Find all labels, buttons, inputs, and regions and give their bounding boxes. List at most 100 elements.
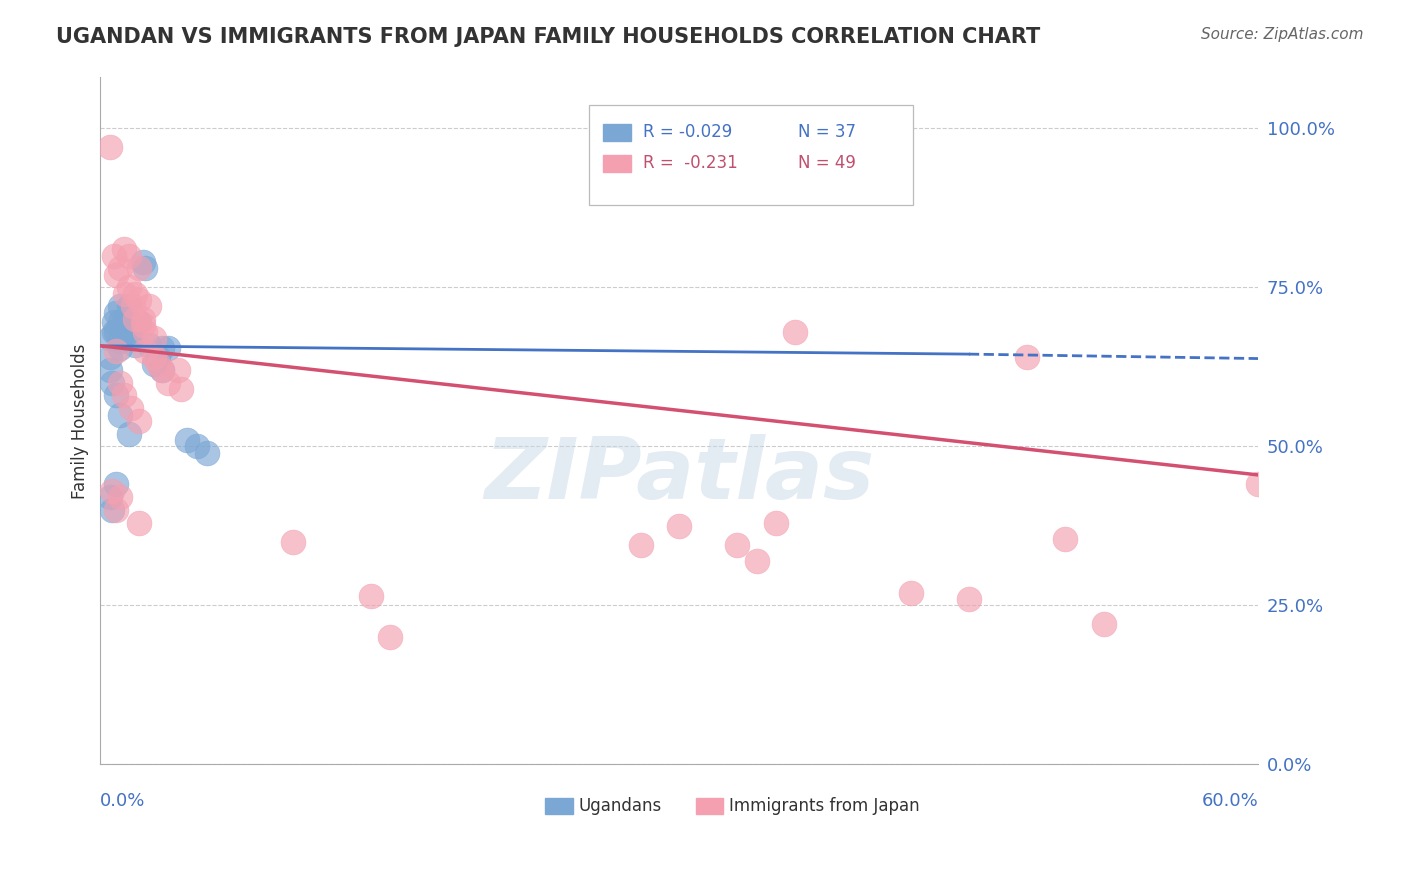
Point [143, 331, 166, 345]
Point [118, 426, 141, 441]
Point [765, 516, 787, 530]
Point [138, 337, 160, 351]
Text: Ugandans: Ugandans [579, 797, 662, 814]
Point [112, 242, 135, 256]
Point [128, 261, 150, 276]
Point [104, 268, 127, 282]
Point [108, 315, 131, 329]
Point [1092, 617, 1115, 632]
Text: ZIPatlas: ZIPatlas [484, 434, 875, 517]
Point [725, 538, 748, 552]
Point [156, 341, 179, 355]
FancyBboxPatch shape [589, 105, 914, 204]
Point [120, 401, 142, 416]
Point [108, 490, 131, 504]
Point [98, 490, 121, 504]
Point [176, 433, 198, 447]
Point [104, 325, 127, 339]
FancyBboxPatch shape [546, 798, 572, 814]
Point [122, 300, 145, 314]
Point [114, 286, 136, 301]
Point [104, 388, 127, 402]
Point [156, 376, 179, 390]
Point [120, 331, 142, 345]
Point [745, 554, 768, 568]
Point [101, 376, 124, 390]
Point [118, 318, 141, 333]
Point [900, 585, 922, 599]
Point [104, 477, 127, 491]
Point [124, 337, 146, 351]
Point [103, 325, 125, 339]
Point [118, 300, 141, 314]
Point [128, 516, 150, 530]
Point [128, 293, 150, 307]
Point [186, 439, 208, 453]
Point [170, 382, 193, 396]
Point [195, 446, 218, 460]
Point [104, 503, 127, 517]
Point [132, 255, 155, 269]
Point [132, 312, 155, 326]
Point [957, 592, 980, 607]
Point [283, 534, 305, 549]
Point [118, 248, 141, 262]
Point [668, 519, 690, 533]
Text: 60.0%: 60.0% [1202, 792, 1258, 810]
Point [360, 589, 382, 603]
Point [1247, 477, 1270, 491]
Point [148, 351, 170, 365]
Point [378, 630, 401, 644]
Point [128, 315, 150, 329]
Point [98, 363, 121, 377]
Point [124, 312, 146, 326]
Point [134, 343, 156, 358]
Text: R =  -0.231: R = -0.231 [644, 154, 738, 172]
Point [108, 300, 131, 314]
Point [134, 325, 156, 339]
Point [150, 363, 173, 377]
Point [114, 331, 136, 345]
Point [98, 331, 121, 345]
Point [148, 357, 170, 371]
Point [98, 351, 121, 365]
Point [108, 376, 131, 390]
Point [143, 357, 166, 371]
Point [108, 334, 131, 349]
Point [132, 318, 155, 333]
Point [143, 351, 166, 365]
Point [150, 341, 173, 355]
Point [150, 363, 173, 377]
Point [1015, 351, 1038, 365]
Point [108, 341, 131, 355]
Point [785, 325, 807, 339]
Point [118, 280, 141, 294]
Point [124, 286, 146, 301]
Point [138, 300, 160, 314]
Point [104, 343, 127, 358]
Point [128, 414, 150, 428]
Point [1054, 532, 1077, 546]
Text: N = 49: N = 49 [797, 154, 855, 172]
Point [101, 483, 124, 498]
Point [112, 325, 135, 339]
Point [630, 538, 652, 552]
Text: R = -0.029: R = -0.029 [644, 123, 733, 142]
Point [112, 388, 135, 402]
Point [134, 261, 156, 276]
FancyBboxPatch shape [696, 798, 724, 814]
Point [166, 363, 188, 377]
Text: N = 37: N = 37 [797, 123, 855, 142]
FancyBboxPatch shape [603, 155, 631, 171]
Point [104, 306, 127, 320]
Text: 0.0%: 0.0% [100, 792, 146, 810]
Point [108, 261, 131, 276]
Point [108, 408, 131, 422]
Point [103, 248, 125, 262]
Point [112, 315, 135, 329]
Text: UGANDAN VS IMMIGRANTS FROM JAPAN FAMILY HOUSEHOLDS CORRELATION CHART: UGANDAN VS IMMIGRANTS FROM JAPAN FAMILY … [56, 27, 1040, 46]
Point [101, 503, 124, 517]
FancyBboxPatch shape [603, 124, 631, 141]
Point [98, 140, 121, 154]
Text: Source: ZipAtlas.com: Source: ZipAtlas.com [1201, 27, 1364, 42]
